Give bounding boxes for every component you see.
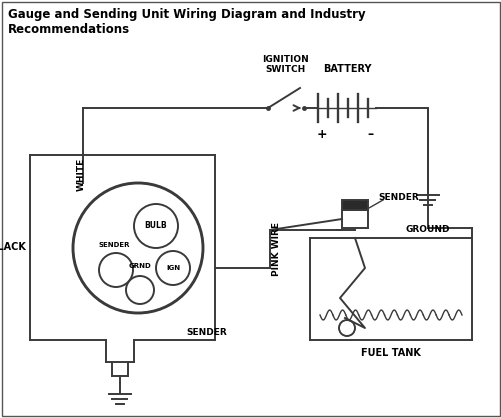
Text: IGN: IGN xyxy=(166,265,180,271)
Text: SENDER: SENDER xyxy=(378,194,418,202)
Text: –: – xyxy=(366,128,372,141)
Text: +: + xyxy=(316,128,327,141)
Text: SENDER: SENDER xyxy=(186,328,227,337)
Text: IGNITION
SWITCH: IGNITION SWITCH xyxy=(262,55,309,74)
Text: SENDER: SENDER xyxy=(98,242,129,248)
Text: FUEL TANK: FUEL TANK xyxy=(360,348,420,358)
Text: GROUND: GROUND xyxy=(405,225,449,234)
Text: Gauge and Sending Unit Wiring Diagram and Industry
Recommendations: Gauge and Sending Unit Wiring Diagram an… xyxy=(8,8,365,36)
Bar xyxy=(341,200,367,210)
Text: GRND: GRND xyxy=(128,263,151,269)
Text: WHITE: WHITE xyxy=(76,157,85,191)
Text: BLACK: BLACK xyxy=(0,242,26,252)
Bar xyxy=(341,210,367,228)
Text: BATTERY: BATTERY xyxy=(322,64,371,74)
Text: BULB: BULB xyxy=(144,222,167,230)
Text: PINK WIRE: PINK WIRE xyxy=(272,222,281,276)
